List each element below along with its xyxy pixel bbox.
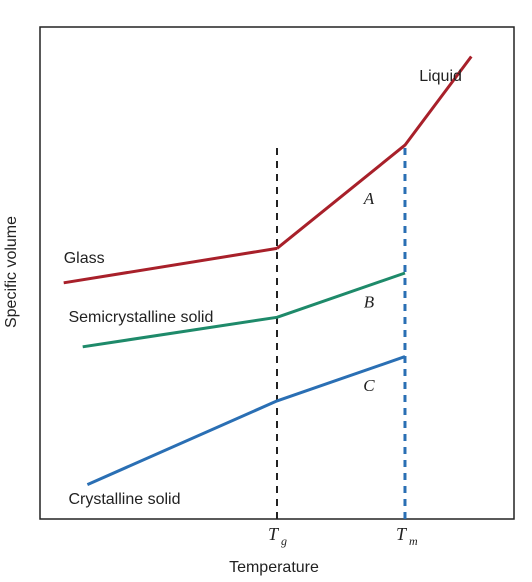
series-line-glass [63,246,278,285]
plot-frame [39,26,515,520]
region-annotations: A B C [363,189,376,395]
region-label-c: C [363,376,375,395]
series-labels: Liquid Glass Semicrystalline solid Crystall… [64,68,462,508]
x-tick-symbol: T [396,524,408,544]
region-label-b: B [364,292,375,311]
x-tick-subscript: g [281,534,287,548]
series-label-liquid: Liquid [419,68,462,85]
series-label-glass: Glass [64,250,105,267]
series-lines [63,55,473,486]
x-tick-subscript: m [409,534,418,548]
series-line-liquid [276,55,473,250]
y-axis-label: Specific volume [3,216,20,328]
x-axis-label: Temperature [229,559,319,576]
series-label-crystalline-solid: Crystalline solid [68,491,180,508]
series-label-semicrystalline-solid: Semicrystalline solid [68,309,213,326]
series-line-crystalline-solid [86,355,406,486]
reference-lines [276,145,407,519]
x-tick-symbol: T [268,524,280,544]
series-line-semicrystalline-solid [82,271,406,349]
region-label-a: A [363,189,375,208]
